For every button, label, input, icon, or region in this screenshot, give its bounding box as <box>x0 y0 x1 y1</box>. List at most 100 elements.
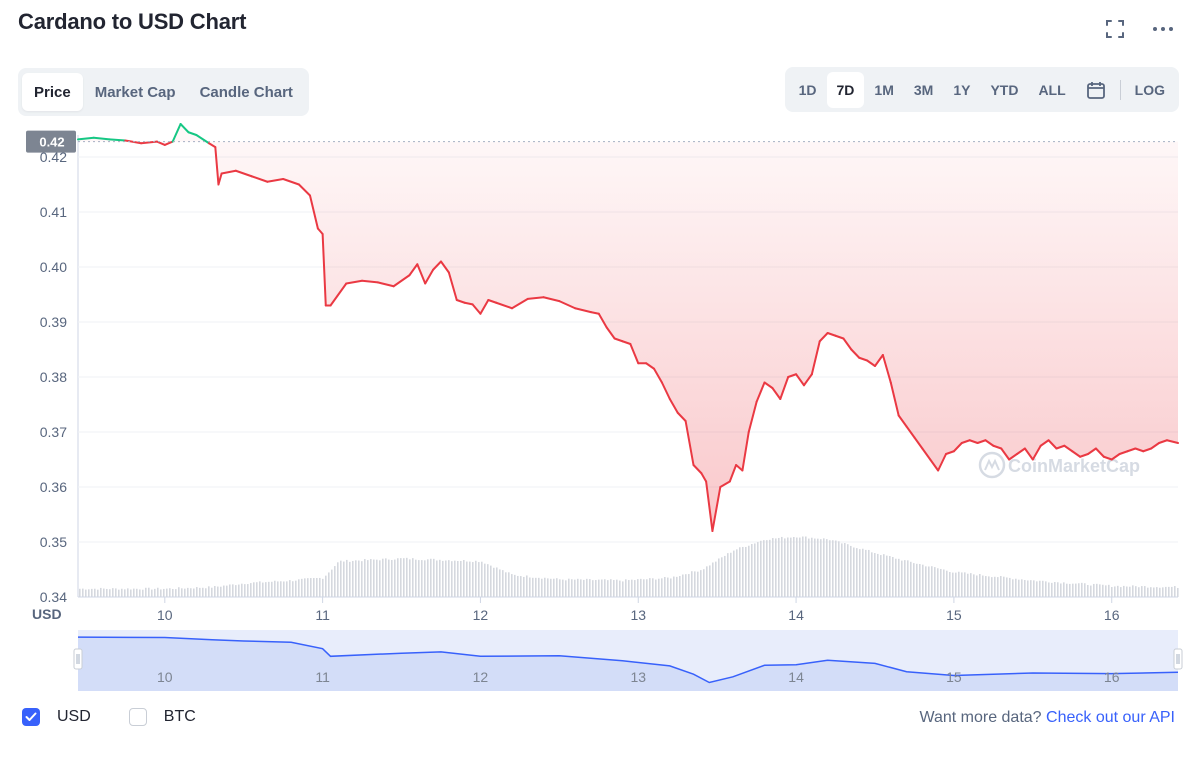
volume-bar <box>586 578 588 597</box>
volume-bar <box>676 576 678 597</box>
volume-bar <box>832 540 834 597</box>
range-divider <box>1119 79 1121 100</box>
x-tick-label: 12 <box>473 607 489 623</box>
volume-bar <box>451 561 453 597</box>
volume-bar <box>295 580 297 597</box>
tab-candle-chart[interactable]: Candle Chart <box>199 83 293 101</box>
volume-bar <box>919 564 921 597</box>
volume-bar <box>145 587 147 597</box>
price-segment <box>1134 447 1145 453</box>
price-segment <box>834 334 845 340</box>
price-segment <box>881 354 892 384</box>
volume-bar <box>706 566 708 597</box>
volume-bar <box>544 577 546 597</box>
volume-bar <box>121 588 123 597</box>
log-toggle[interactable]: LOG <box>1134 81 1165 98</box>
volume-bar <box>298 579 300 597</box>
range-1m[interactable]: 1M <box>874 81 894 98</box>
volume-bar <box>694 571 696 597</box>
legend-btc[interactable]: BTC <box>128 708 196 726</box>
volume-bar <box>160 589 162 597</box>
tab-market-cap[interactable]: Market Cap <box>94 83 176 101</box>
volume-bar <box>955 572 957 597</box>
volume-bar <box>502 570 504 597</box>
volume-bar <box>634 580 636 597</box>
price-segment <box>187 131 198 136</box>
volume-bar <box>916 563 918 597</box>
range-1d[interactable]: 1D <box>798 81 817 98</box>
volume-bar <box>763 540 765 597</box>
navigator-handle-left[interactable] <box>73 648 83 670</box>
fullscreen-icon[interactable] <box>1102 16 1128 42</box>
volume-bar <box>784 538 786 597</box>
volume-bar <box>688 574 690 597</box>
volume-bar <box>532 577 534 597</box>
range-3m[interactable]: 3M <box>913 81 934 98</box>
volume-bar <box>850 545 852 597</box>
x-tick-label: 13 <box>630 607 646 623</box>
price-segment <box>1094 447 1105 458</box>
price-segment <box>952 442 963 453</box>
price-segment <box>676 411 687 422</box>
volume-bar <box>490 565 492 597</box>
volume-bar <box>628 580 630 597</box>
range-ytd[interactable]: YTD <box>990 81 1019 98</box>
volume-bar <box>727 553 729 597</box>
volume-bar <box>766 540 768 597</box>
more-options-icon[interactable] <box>1150 16 1176 42</box>
volume-bar <box>949 572 951 597</box>
range-1y[interactable]: 1Y <box>953 81 971 98</box>
volume-bar <box>1051 582 1053 597</box>
price-segment <box>432 260 442 271</box>
volume-bar <box>877 553 879 597</box>
volume-bar <box>448 560 450 597</box>
price-segment <box>234 169 253 178</box>
volume-bar <box>481 561 483 597</box>
volume-bar <box>397 558 399 597</box>
volume-bar <box>1177 587 1179 597</box>
price-segment <box>1142 447 1153 453</box>
volume-bar <box>394 559 396 597</box>
volume-bar <box>115 588 117 597</box>
volume-bar <box>1087 585 1089 597</box>
calendar-icon[interactable] <box>1076 72 1116 108</box>
navigator-handle-right[interactable] <box>1173 648 1183 670</box>
volume-bar <box>433 558 435 597</box>
volume-bar <box>472 562 474 597</box>
range-navigator[interactable]: 10 11 12 13 14 15 16 <box>73 630 1183 691</box>
volume-bar <box>1141 586 1143 597</box>
volume-bar <box>178 587 180 597</box>
volume-bar <box>436 560 438 597</box>
volume-bar <box>1132 585 1134 597</box>
price-segment <box>471 303 482 315</box>
price-segment <box>455 299 466 304</box>
legend-usd[interactable]: USD <box>22 708 91 726</box>
range-7d[interactable]: 7D <box>826 71 865 108</box>
tab-price[interactable]: Price <box>22 73 83 111</box>
btc-checkbox[interactable] <box>128 708 147 726</box>
watermark-text: CoinMarketCap <box>1008 456 1140 476</box>
volume-bar <box>493 567 495 597</box>
price-segment <box>755 381 766 403</box>
volume-bar <box>1123 585 1125 597</box>
price-segment <box>447 271 458 301</box>
volume-bar <box>307 578 309 597</box>
navigator-line <box>77 636 1179 684</box>
volume-bar <box>925 566 927 597</box>
usd-checkbox[interactable] <box>22 708 40 726</box>
volume-bar <box>304 578 306 597</box>
volume-bar <box>610 579 612 597</box>
volume-bar <box>1063 582 1065 597</box>
api-link[interactable]: Check out our API <box>1046 709 1175 726</box>
volume-bar <box>874 553 876 597</box>
volume-bar <box>181 588 183 597</box>
volume-bar <box>454 560 456 597</box>
range-all[interactable]: ALL <box>1038 81 1066 98</box>
volume-bar <box>1156 587 1158 597</box>
more-data-text: Want more data? <box>919 709 1042 726</box>
price-segment <box>597 312 608 329</box>
volume-bar <box>175 589 177 597</box>
price-segment <box>329 282 348 307</box>
volume-bar <box>424 560 426 597</box>
price-chart[interactable]: CoinMarketCap 0.42 0.340.350.360.370.380… <box>0 0 1198 700</box>
